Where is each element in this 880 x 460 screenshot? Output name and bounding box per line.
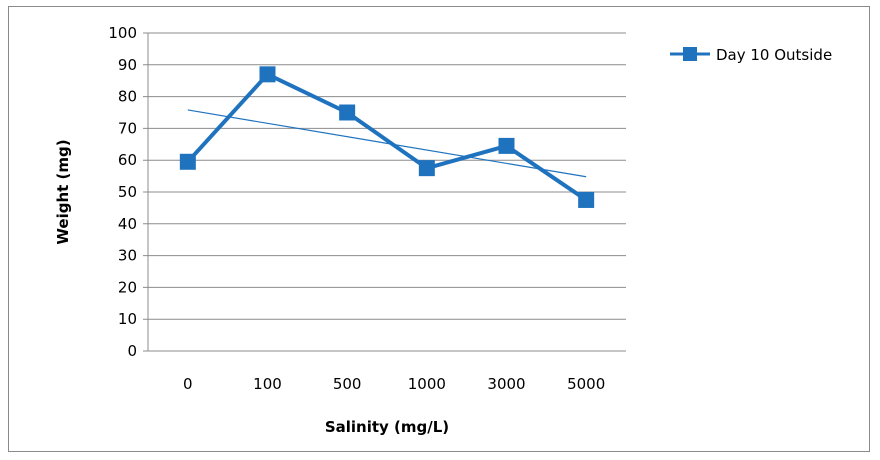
- x-tick-label: 0: [183, 375, 193, 393]
- data-point: [179, 153, 196, 170]
- x-tick-label: 3000: [487, 375, 525, 393]
- x-tick-label: 500: [333, 375, 362, 393]
- legend-label: Day 10 Outside: [716, 46, 832, 64]
- x-tick-labels: 0 100 500 1000 3000 5000: [183, 375, 605, 393]
- series-group: [179, 66, 595, 208]
- x-tick-label: 100: [253, 375, 282, 393]
- chart-frame: [8, 6, 870, 452]
- legend: Day 10 Outside: [670, 46, 832, 64]
- data-point: [498, 137, 515, 154]
- series-line: [186, 72, 588, 202]
- x-axis-title: Salinity (mg/L): [325, 418, 449, 436]
- data-point: [418, 160, 435, 177]
- trendline: [187, 109, 587, 178]
- y-axis-title: Weight (mg): [54, 139, 72, 244]
- data-point: [259, 66, 276, 83]
- x-tick-label: 1000: [408, 375, 446, 393]
- y-tick-label: 50: [118, 183, 137, 201]
- data-point: [578, 191, 595, 208]
- y-tick-label: 10: [118, 310, 137, 328]
- y-tick-label: 40: [118, 215, 137, 233]
- trendline-group: [187, 109, 587, 178]
- y-tick-label: 100: [108, 24, 137, 42]
- y-tick-label: 20: [118, 278, 137, 296]
- data-point: [339, 104, 356, 121]
- y-tick-label: 0: [127, 342, 137, 360]
- x-tick-label: 5000: [567, 375, 605, 393]
- y-tick-label: 80: [118, 88, 137, 106]
- gridlines: [143, 32, 626, 352]
- y-tick-label: 60: [118, 151, 137, 169]
- y-tick-label: 90: [118, 56, 137, 74]
- legend-marker: [683, 47, 697, 61]
- y-tick-label: 70: [118, 119, 137, 137]
- y-tick-label: 30: [118, 247, 137, 265]
- y-tick-labels: 0 10 20 30 40 50 60 70 80 90 100: [108, 24, 137, 360]
